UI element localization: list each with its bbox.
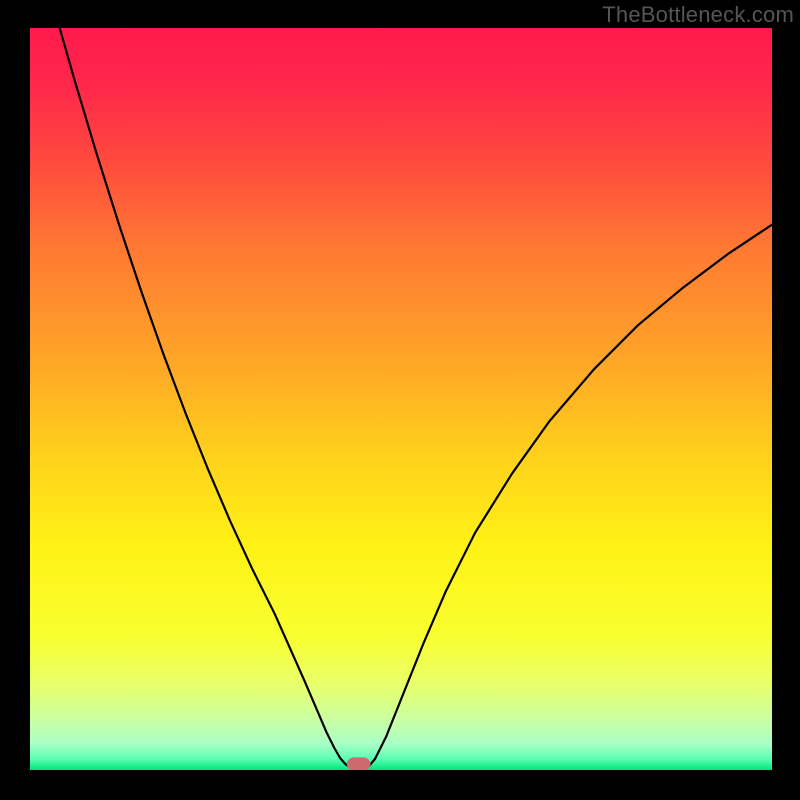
gradient-background bbox=[30, 28, 772, 770]
bottleneck-curve-chart bbox=[30, 28, 772, 770]
optimal-point-marker bbox=[347, 757, 371, 770]
chart-frame: TheBottleneck.com bbox=[0, 0, 800, 800]
watermark-text: TheBottleneck.com bbox=[602, 2, 794, 28]
plot-area bbox=[30, 28, 772, 770]
